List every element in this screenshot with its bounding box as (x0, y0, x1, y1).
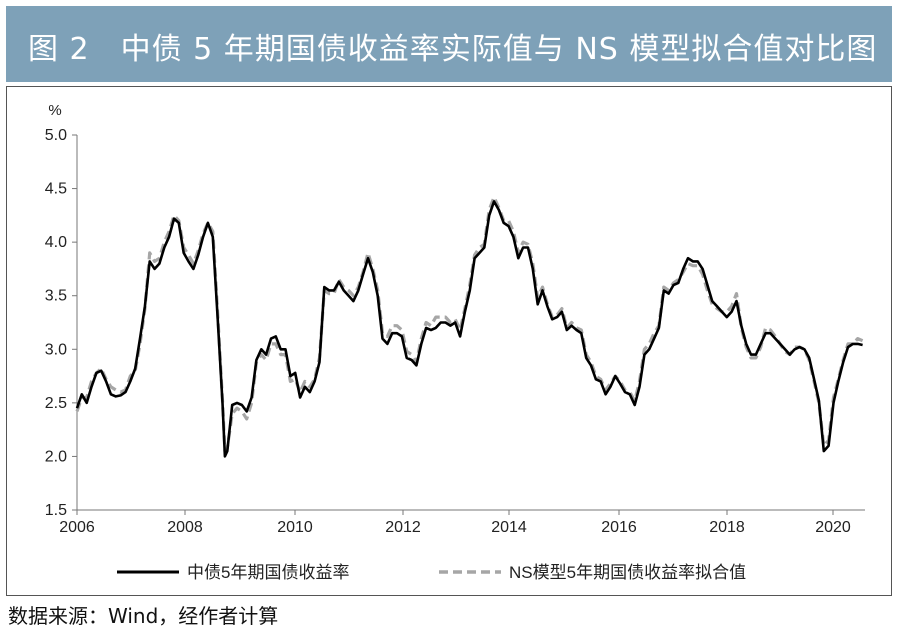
axes: 1.5 2.0 2.5 3.0 3.5 4.0 4.5 5.0 2006 2008 2010 2012… (45, 127, 865, 536)
y-tick-label: 5.0 (45, 127, 67, 144)
legend-label-actual: 中债5年期国债收益率 (187, 563, 349, 582)
y-tick-label: 3.5 (45, 288, 67, 305)
series-line-actual (75, 200, 863, 458)
y-tick-label: 3.0 (45, 341, 67, 358)
legend: 中债5年期国债收益率 NS模型5年期国债收益率拟合值 (117, 563, 746, 582)
x-tick-label: 2018 (709, 519, 745, 536)
x-tick-label: 2012 (385, 519, 421, 536)
x-tick-label: 2016 (601, 519, 637, 536)
x-tick-label: 2008 (167, 519, 203, 536)
chart-frame: % 1.5 2.0 2.5 3.0 3.5 4.0 4.5 5.0 2006 2008 2010 20… (6, 86, 892, 596)
series-layer (75, 195, 864, 458)
source-note: 数据来源：Wind，经作者计算 (8, 604, 279, 628)
y-tick-label: 2.5 (45, 395, 67, 412)
figure-title: 图 2 中债 5 年期国债收益率实际值与 NS 模型拟合值对比图 (28, 32, 878, 67)
y-tick-label: 1.5 (45, 502, 67, 519)
y-tick-label: 4.5 (45, 181, 67, 198)
series-line-fitted (75, 195, 864, 453)
x-tick-label: 2020 (815, 519, 851, 536)
y-tick-label: 4.0 (45, 234, 67, 251)
x-tick-label: 2014 (491, 519, 527, 536)
y-axis-unit-label: % (48, 102, 61, 119)
x-tick-label: 2010 (277, 519, 313, 536)
y-tick-label: 2.0 (45, 448, 67, 465)
legend-label-fitted: NS模型5年期国债收益率拟合值 (509, 563, 746, 582)
line-chart: % 1.5 2.0 2.5 3.0 3.5 4.0 4.5 5.0 2006 2008 2010 20… (45, 102, 865, 582)
x-tick-label: 2006 (59, 519, 95, 536)
figure-title-bar: 图 2 中债 5 年期国债收益率实际值与 NS 模型拟合值对比图 (6, 6, 892, 82)
